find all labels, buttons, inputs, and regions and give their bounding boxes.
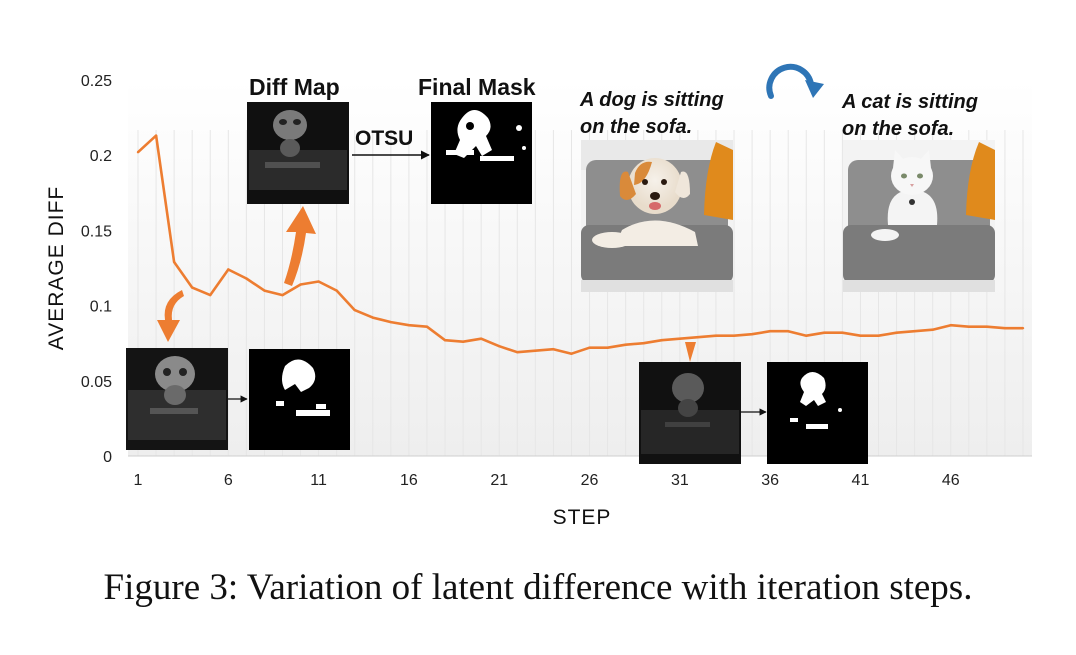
y-axis-title: AVERAGE DIFF [45, 186, 68, 350]
final-mask-thumbnail-step9 [431, 102, 532, 204]
data-point [823, 331, 825, 333]
y-tick-label: 0.1 [90, 299, 112, 316]
data-point [263, 289, 265, 291]
x-tick-labels: 1 6 11 16 21 26 31 36 41 46 [134, 472, 960, 489]
data-point [661, 339, 663, 341]
x-tick-label: 26 [581, 472, 599, 489]
data-point [606, 347, 608, 349]
diff-map-thumbnail-step3 [126, 348, 228, 450]
data-point [137, 151, 139, 153]
y-tick-label: 0 [103, 449, 112, 466]
data-point [588, 347, 590, 349]
data-point [354, 309, 356, 311]
data-point [697, 336, 699, 338]
data-point [444, 339, 446, 341]
data-point [986, 325, 988, 327]
target-prompt-line1: A cat is sitting [841, 91, 978, 113]
source-image-dog [581, 140, 733, 292]
data-point [516, 351, 518, 353]
x-tick-label: 6 [224, 472, 233, 489]
final-mask-thumbnail-step3 [249, 349, 350, 450]
source-prompt-line2: on the sofa. [580, 116, 692, 138]
data-point [968, 325, 970, 327]
y-tick-label: 0.2 [90, 148, 112, 165]
data-point [624, 344, 626, 346]
data-point [390, 321, 392, 323]
data-point [859, 334, 861, 336]
final-mask-thumbnail-step31 [767, 362, 868, 464]
data-point [552, 348, 554, 350]
data-point [877, 334, 879, 336]
y-tick-label: 0.05 [81, 374, 112, 391]
x-axis-title: STEP [553, 506, 612, 529]
data-point [227, 268, 229, 270]
data-point [335, 289, 337, 291]
data-point [950, 324, 952, 326]
x-tick-label: 21 [490, 472, 508, 489]
data-point [498, 345, 500, 347]
y-tick-labels: 0 0.05 0.1 0.15 0.2 0.25 [81, 73, 112, 466]
data-point [751, 333, 753, 335]
data-point [931, 328, 933, 330]
data-point [769, 330, 771, 332]
data-point [209, 294, 211, 296]
data-point [1022, 327, 1024, 329]
target-image-cat [843, 140, 995, 292]
data-point [787, 330, 789, 332]
data-point [805, 334, 807, 336]
diff-map-thumbnail-step9 [247, 102, 349, 204]
diff-map-thumbnail-step31 [639, 362, 741, 464]
data-point [570, 353, 572, 355]
x-tick-label: 46 [942, 472, 960, 489]
data-point [155, 134, 157, 136]
data-point [191, 286, 193, 288]
data-point [299, 283, 301, 285]
source-prompt-line1: A dog is sitting [579, 89, 724, 111]
data-point [281, 294, 283, 296]
otsu-label: OTSU [355, 127, 413, 150]
data-point [715, 334, 717, 336]
data-point [895, 331, 897, 333]
data-point [733, 334, 735, 336]
x-tick-label: 36 [761, 472, 779, 489]
target-prompt-line2: on the sofa. [842, 118, 954, 140]
x-tick-label: 41 [852, 472, 870, 489]
data-point [462, 340, 464, 342]
final-mask-label: Final Mask [418, 74, 536, 100]
data-point [913, 330, 915, 332]
figure-caption: Figure 3: Variation of latent difference… [0, 566, 1076, 609]
x-tick-label: 31 [671, 472, 689, 489]
x-tick-label: 11 [310, 472, 327, 489]
data-point [408, 324, 410, 326]
data-point [480, 337, 482, 339]
y-tick-label: 0.25 [81, 73, 112, 90]
data-point [679, 337, 681, 339]
data-point [317, 280, 319, 282]
data-point [245, 277, 247, 279]
x-tick-label: 1 [134, 472, 143, 489]
data-point [534, 350, 536, 352]
data-point [426, 325, 428, 327]
data-point [173, 261, 175, 263]
data-point [841, 331, 843, 333]
data-point [1004, 327, 1006, 329]
x-tick-label: 16 [400, 472, 418, 489]
data-point [372, 316, 374, 318]
data-point [643, 342, 645, 344]
diff-map-label: Diff Map [249, 74, 340, 100]
y-tick-label: 0.15 [81, 223, 112, 240]
